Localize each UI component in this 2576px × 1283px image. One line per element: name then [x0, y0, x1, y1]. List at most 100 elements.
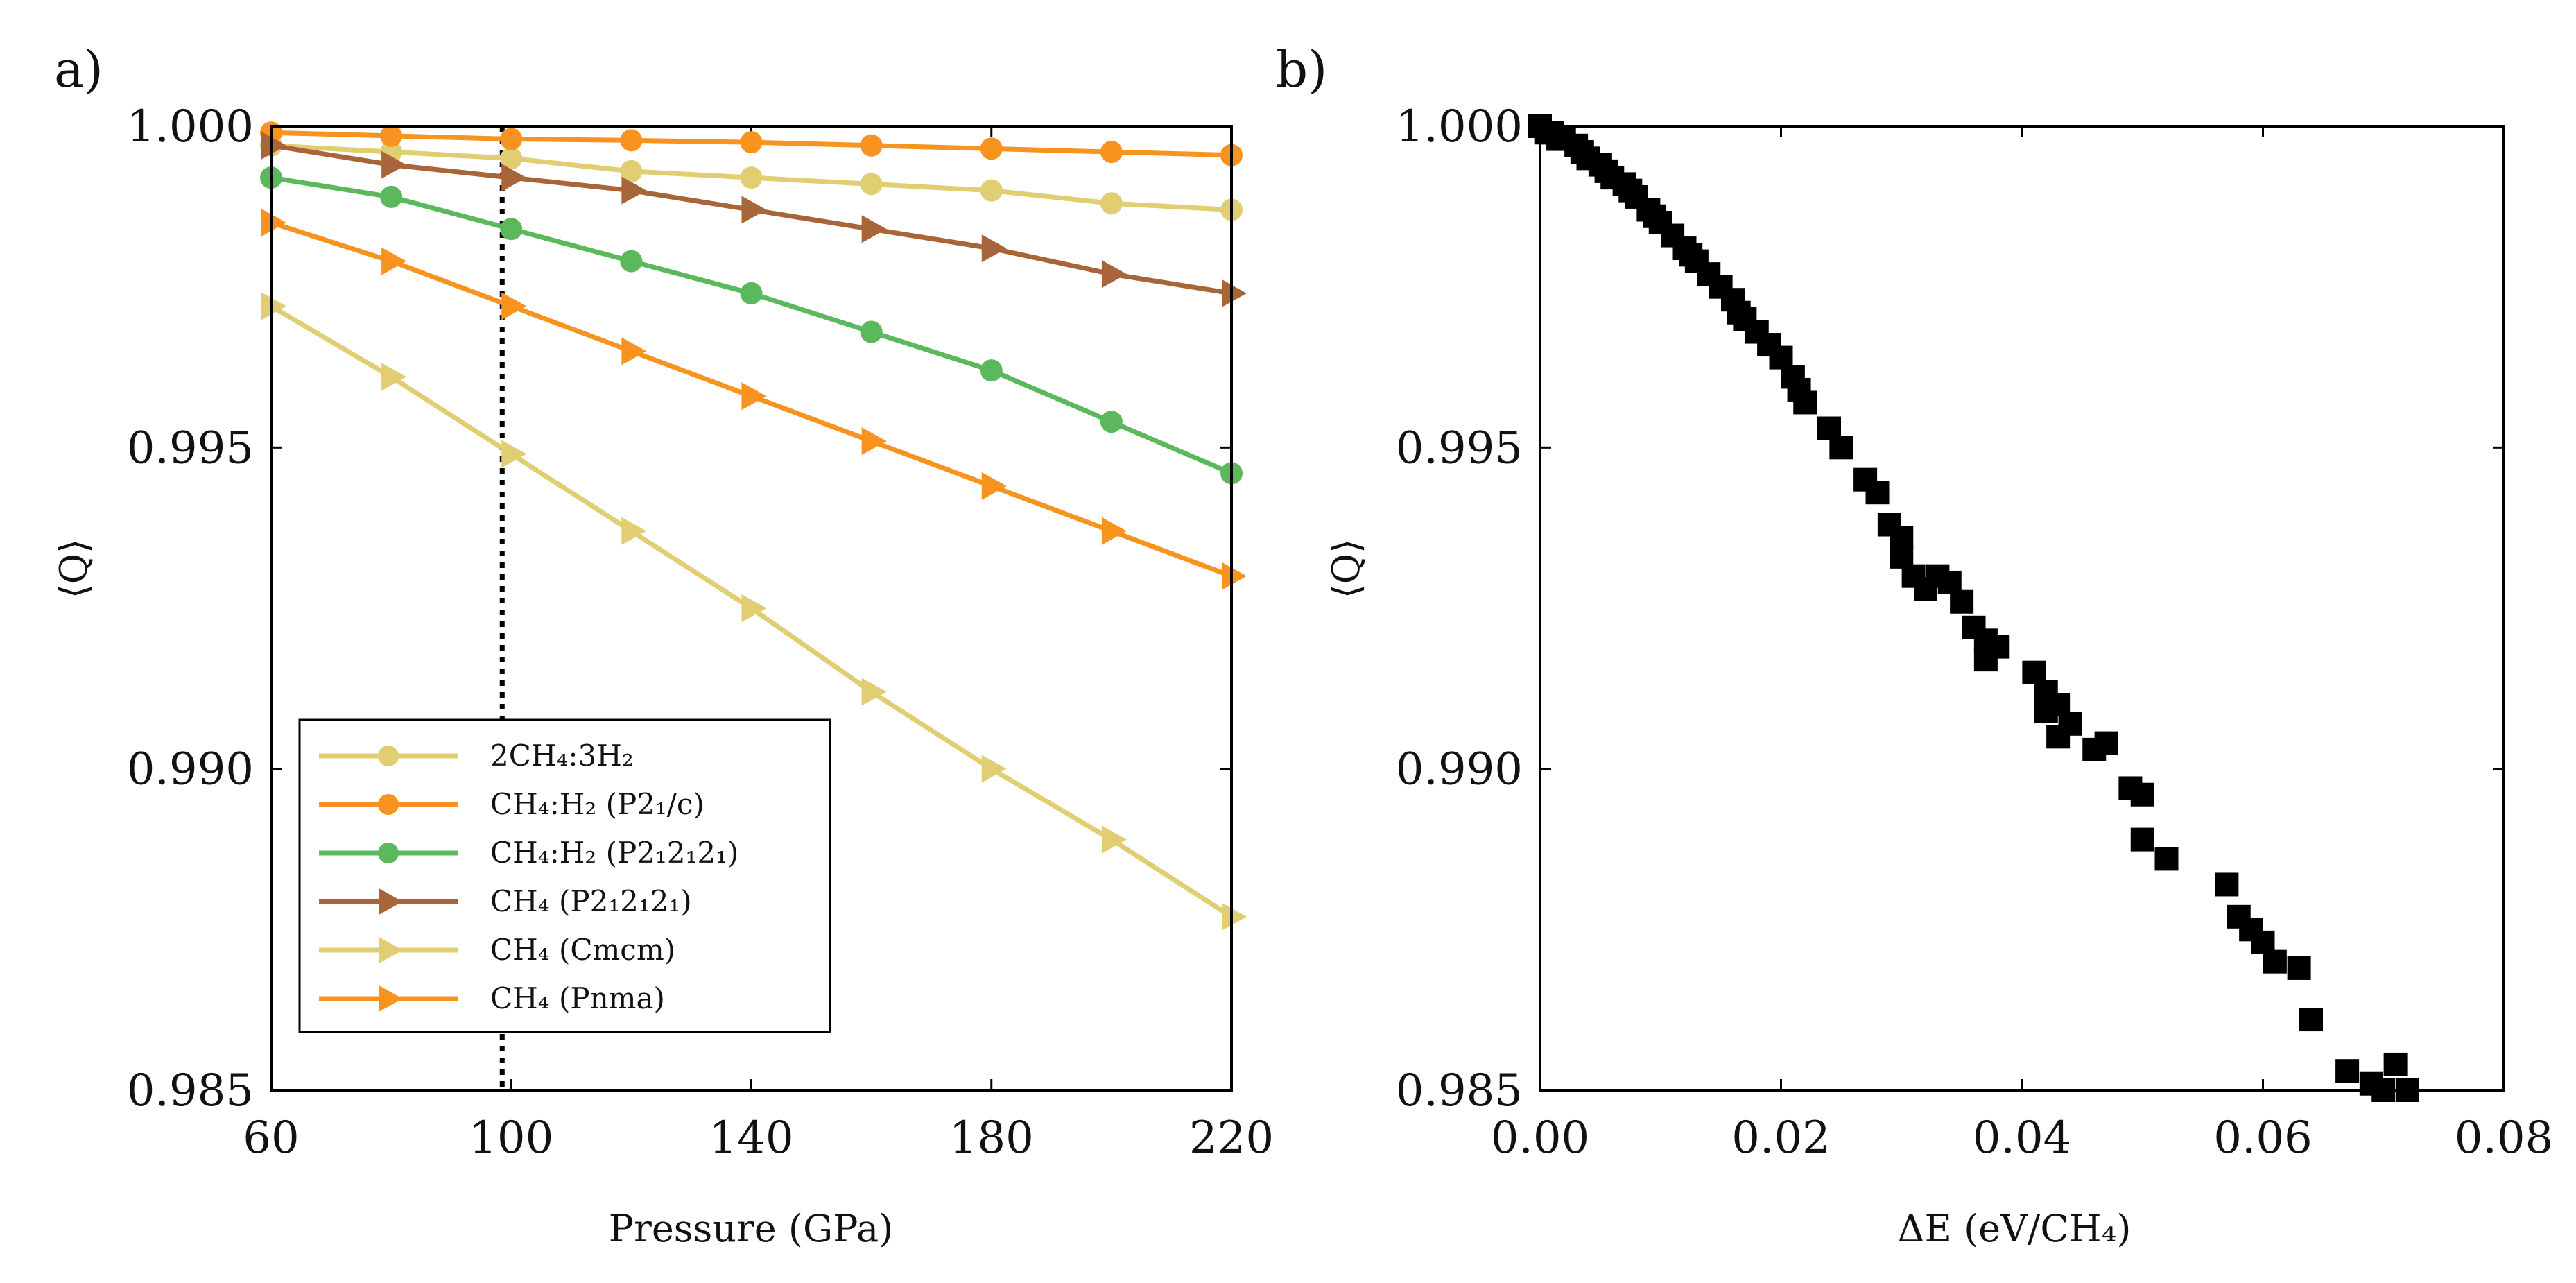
series-marker: [860, 173, 883, 196]
panel-b-y-tick-label: 0.990: [1396, 744, 1523, 795]
series-marker: [261, 131, 286, 160]
data-point: [2058, 712, 2082, 736]
data-point: [1829, 436, 1853, 460]
legend-item: 2CH₄:3H₂: [319, 739, 634, 773]
series-marker: [381, 247, 407, 275]
panel-b-x-axis-label: ΔE (eV/CH₄): [1898, 1207, 2132, 1250]
legend-item: CH₄ (P2₁2₁2₁): [319, 884, 692, 918]
panel-a-x-axis-label: Pressure (GPa): [609, 1207, 894, 1250]
data-point: [1986, 635, 2010, 659]
legend-item: CH₄ (Cmcm): [319, 933, 675, 967]
series-marker: [261, 209, 286, 236]
series-marker: [1222, 279, 1247, 307]
panel-a-label: a): [54, 40, 103, 98]
legend-item: CH₄:H₂ (P2₁2₁2₁): [319, 836, 738, 870]
series-5: [261, 292, 1247, 931]
data-point: [2130, 827, 2154, 852]
data-point: [2263, 949, 2287, 974]
series-marker: [981, 755, 1007, 783]
legend-label: CH₄ (P2₁2₁2₁): [490, 884, 692, 918]
legend-marker: [378, 794, 399, 815]
panel-a-x-tick-label: 220: [1189, 1112, 1274, 1164]
data-point: [2154, 847, 2179, 871]
series-4: [261, 131, 1247, 307]
panel-a-y-axis-label: ⟨Q⟩: [52, 539, 96, 599]
series-marker: [501, 164, 527, 192]
panel-b-y-tick-label: 0.985: [1396, 1065, 1523, 1117]
panel-a-legend: 2CH₄:3H₂ CH₄:H₂ (P2₁/c) CH₄:H₂ (P2₁2₁2₁) CH…: [298, 718, 831, 1033]
panel-a-x-tick-label: 140: [709, 1112, 793, 1164]
series-marker: [741, 594, 767, 622]
panel-a-y-tick-label: 0.995: [127, 422, 254, 474]
panel-b-x-tick-label: 0.06: [2213, 1112, 2313, 1164]
series-marker: [740, 131, 763, 154]
panel-a-series: [260, 121, 1247, 931]
panel-b-plot-frame: [1539, 125, 2505, 1092]
series-marker: [381, 363, 407, 391]
series-marker: [980, 179, 1003, 202]
series-marker: [1100, 192, 1123, 215]
panel-a-plot-frame: [270, 125, 1233, 1092]
series-marker: [741, 196, 767, 224]
series-2: [260, 121, 1243, 166]
series-marker: [740, 166, 763, 189]
panel-a-x-tick-label: 100: [469, 1112, 553, 1164]
data-point: [2299, 1008, 2323, 1032]
series-marker: [861, 678, 887, 706]
series-marker: [980, 137, 1003, 160]
data-point: [2094, 731, 2118, 755]
series-marker: [501, 440, 527, 468]
panel-a-ticks: 60 100 140 180 220 0.985 0.990 0.995 1.000: [127, 101, 1274, 1164]
panel-a-y-tick-label: 1.000: [127, 101, 254, 153]
data-point: [2130, 782, 2154, 807]
data-point: [1865, 481, 1890, 505]
series-marker: [500, 218, 523, 241]
panel-b-label: b): [1276, 40, 1327, 98]
series-marker: [981, 472, 1007, 500]
series-marker: [860, 320, 883, 343]
series-marker: [741, 382, 767, 411]
series-marker: [261, 292, 286, 320]
series-marker: [1222, 562, 1247, 590]
legend-label: CH₄:H₂ (P2₁/c): [490, 787, 704, 821]
series-marker: [861, 215, 887, 243]
data-point: [2335, 1059, 2360, 1083]
series-marker: [621, 517, 647, 545]
panel-a-y-tick-label: 0.990: [127, 744, 254, 795]
series-marker: [620, 129, 643, 152]
legend-label: CH₄ (Pnma): [490, 981, 665, 1015]
series-marker: [860, 134, 883, 157]
panel-a: a) ⟨Q⟩ Pressure (GPa) 60 100 140 180 220 0.98…: [52, 40, 1274, 1250]
series-marker: [500, 128, 523, 150]
legend-marker: [378, 746, 399, 766]
panel-b-y-tick-label: 0.995: [1396, 422, 1523, 474]
series-marker: [380, 185, 403, 208]
series-marker: [1101, 825, 1127, 854]
legend-label: CH₄:H₂ (P2₁2₁2₁): [490, 836, 738, 870]
series-marker: [1101, 260, 1127, 289]
legend-marker: [379, 937, 403, 963]
series-6: [261, 209, 1247, 590]
series-marker: [500, 147, 523, 170]
panel-a-y-tick-label: 0.985: [127, 1065, 254, 1117]
series-marker: [621, 337, 647, 365]
data-point: [1793, 390, 1817, 415]
data-point: [2215, 872, 2239, 897]
panel-a-x-tick-label: 60: [243, 1112, 299, 1164]
panel-b-ticks: 0.00 0.02 0.04 0.06 0.08 0.985 0.990 0.995 1.000: [1396, 101, 2553, 1164]
panel-b-x-tick-label: 0.00: [1491, 1112, 1590, 1164]
series-marker: [861, 427, 887, 456]
series-marker: [501, 292, 527, 320]
series-marker: [621, 176, 647, 205]
series-marker: [1100, 141, 1123, 164]
series-marker: [740, 282, 763, 304]
data-point: [2287, 956, 2311, 980]
data-point: [2383, 1052, 2408, 1076]
legend-label: CH₄ (Cmcm): [490, 933, 675, 967]
legend-marker: [378, 843, 399, 863]
legend-label: 2CH₄:3H₂: [490, 739, 634, 773]
legend-item: CH₄:H₂ (P2₁/c): [319, 787, 704, 821]
legend-marker: [379, 888, 403, 915]
panel-b-points: [1528, 114, 2419, 1102]
series-line: [270, 175, 1233, 476]
